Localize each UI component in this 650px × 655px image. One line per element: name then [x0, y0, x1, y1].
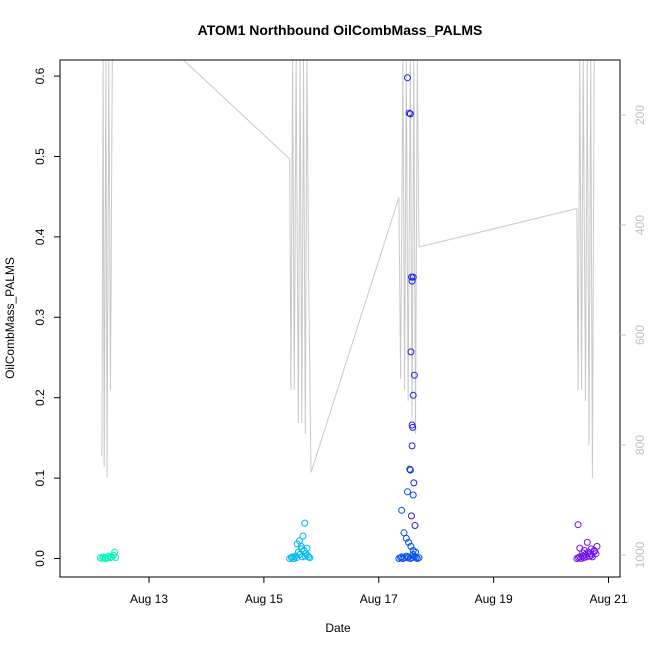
data-point	[408, 512, 415, 520]
data-point	[105, 552, 113, 560]
data-point	[405, 538, 413, 546]
series-0	[96, 548, 120, 562]
data-point	[302, 550, 310, 558]
data-point	[398, 506, 406, 514]
right-tick-label: 400	[633, 215, 647, 235]
data-point	[404, 554, 411, 562]
data-point	[406, 465, 414, 473]
data-point	[411, 522, 419, 529]
right-tick-label: 1000	[633, 541, 647, 568]
data-point	[404, 74, 411, 82]
x-axis-label: Date	[325, 621, 351, 635]
data-point	[579, 549, 587, 557]
data-point	[301, 519, 309, 527]
right-tick-label: 200	[633, 105, 647, 125]
y-tick-label: 0.0	[33, 550, 47, 567]
data-point	[412, 548, 419, 556]
data-point	[410, 371, 418, 379]
series-3	[404, 74, 419, 529]
y-tick-label: 0.5	[33, 148, 47, 165]
data-point	[104, 554, 112, 562]
data-point	[304, 551, 311, 559]
data-point	[112, 554, 120, 562]
y-tick-label: 0.2	[33, 389, 47, 406]
data-point	[404, 488, 411, 496]
data-point	[586, 550, 594, 558]
data-point	[406, 466, 414, 474]
scatter-points-layer	[96, 74, 601, 562]
data-point	[408, 277, 416, 285]
data-point	[405, 109, 413, 117]
x-tick-label: Aug 21	[589, 592, 627, 606]
data-point	[306, 554, 314, 562]
y-tick-label: 0.1	[33, 469, 47, 486]
y-tick-label: 0.3	[33, 309, 47, 326]
data-point	[409, 273, 417, 281]
data-point	[574, 521, 582, 529]
y-axis-label: OilCombMass_PALMS	[3, 257, 17, 379]
data-point	[408, 442, 416, 450]
data-point	[407, 348, 415, 356]
data-point	[402, 534, 410, 542]
data-point	[299, 532, 307, 540]
data-point	[406, 110, 414, 118]
data-point	[415, 554, 423, 562]
data-point	[409, 491, 417, 499]
altitude-line	[101, 60, 595, 479]
series-2	[395, 466, 423, 562]
axes-layer: Aug 13 Aug 15 Aug 17 Aug 19 Aug 21 0.0 0.1 0.2 0…	[33, 59, 647, 606]
x-tick-label: Aug 13	[130, 592, 168, 606]
plot-frame	[59, 59, 621, 578]
series-4	[573, 521, 601, 562]
data-point	[400, 529, 408, 537]
data-point	[296, 537, 303, 545]
altitude-line-layer	[101, 60, 595, 479]
right-tick-label: 600	[633, 325, 647, 345]
data-point	[408, 421, 416, 429]
x-tick-label: Aug 15	[245, 592, 283, 606]
data-point	[409, 391, 417, 399]
data-point	[109, 551, 117, 559]
data-point	[583, 538, 591, 546]
series-1	[286, 519, 314, 562]
chart-title: ATOM1 Northbound OilCombMass_PALMS	[198, 22, 483, 38]
x-tick-label: Aug 19	[475, 592, 513, 606]
y-tick-label: 0.4	[33, 228, 47, 245]
y-tick-label: 0.6	[33, 67, 47, 84]
right-tick-label: 800	[633, 435, 647, 455]
x-tick-label: Aug 17	[360, 592, 398, 606]
data-point	[407, 542, 415, 550]
data-point	[298, 545, 306, 553]
data-point	[410, 479, 418, 487]
data-point	[289, 553, 297, 561]
